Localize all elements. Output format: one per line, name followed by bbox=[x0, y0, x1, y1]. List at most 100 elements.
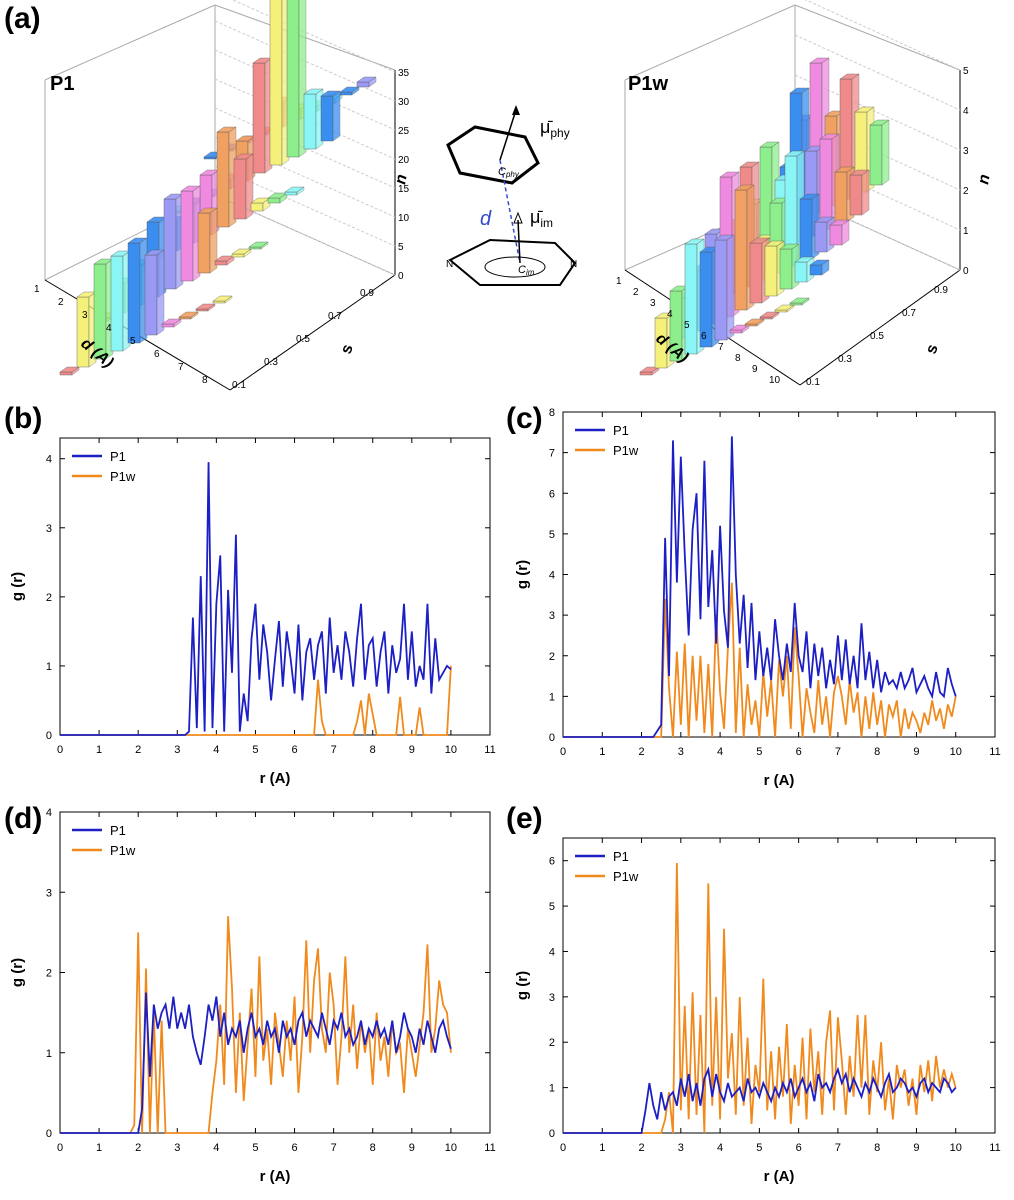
x-tick-label: 0 bbox=[560, 1142, 566, 1154]
imidazolium-ring bbox=[448, 238, 577, 286]
n1-label: N bbox=[446, 259, 453, 270]
bar3d bbox=[269, 0, 290, 166]
bar3d bbox=[127, 237, 148, 344]
bar3d bbox=[195, 303, 216, 312]
x-tick-label: 7 bbox=[835, 1142, 841, 1154]
x-tick-label: 4 bbox=[717, 746, 723, 758]
d-tick-label: 6 bbox=[701, 331, 707, 342]
x-tick-label: 4 bbox=[717, 1142, 723, 1154]
y-tick-label: 0 bbox=[549, 732, 555, 744]
x-tick-label: 0 bbox=[57, 744, 63, 756]
s-tick-label: 0.7 bbox=[902, 308, 916, 319]
y-tick-label: 1 bbox=[46, 1048, 52, 1060]
y-tick-label: 2 bbox=[549, 651, 555, 663]
y-axis-label: g (r) bbox=[9, 958, 26, 987]
z-tick-label: 15 bbox=[398, 184, 410, 195]
panel-label-a: (a) bbox=[4, 2, 41, 35]
y-tick-label: 3 bbox=[46, 887, 52, 899]
x-tick-label: 7 bbox=[331, 744, 337, 756]
bar3d bbox=[252, 57, 273, 174]
z-tick-label: 3 bbox=[963, 146, 969, 157]
mu-im-label: μ̄im bbox=[530, 207, 553, 230]
bar3d bbox=[744, 318, 765, 327]
x-tick-label: 4 bbox=[213, 1142, 219, 1154]
bar3d bbox=[180, 185, 201, 282]
bar3d bbox=[849, 169, 870, 216]
x-tick-label: 3 bbox=[678, 1142, 684, 1154]
y-tick-label: 6 bbox=[549, 856, 555, 868]
y-tick-label: 0 bbox=[46, 1128, 52, 1140]
legend-label-p1w: P1w bbox=[613, 869, 639, 884]
x-tick-label: 5 bbox=[252, 744, 258, 756]
bar3d bbox=[714, 234, 735, 341]
s-tick-label: 0.5 bbox=[296, 334, 310, 345]
z-tick-label: 30 bbox=[398, 97, 410, 108]
bar3d bbox=[248, 241, 269, 250]
plot-frame bbox=[562, 411, 996, 738]
s-tick-label: 0.7 bbox=[328, 311, 342, 322]
x-tick-label: 6 bbox=[291, 744, 297, 756]
x-tick-label: 10 bbox=[950, 746, 962, 758]
bar3d bbox=[339, 86, 360, 96]
p1w-title: P1w bbox=[628, 73, 668, 95]
line-chart-c: 0 1 2 3 4 5 6 7 8 9 10 11 0 1 2 3 4 5 6 7 8 r (A) g (r) P1 P1w bbox=[514, 407, 1001, 789]
x-tick-label: 5 bbox=[252, 1142, 258, 1154]
bar3d bbox=[163, 193, 184, 290]
y-tick-label: 0 bbox=[46, 730, 52, 742]
plot-frame bbox=[562, 837, 996, 1134]
z-tick-label: 25 bbox=[398, 126, 410, 137]
series-line-p1w bbox=[563, 862, 957, 1134]
p1-title: P1 bbox=[50, 73, 74, 95]
z-tick-label: 35 bbox=[398, 68, 410, 79]
x-axis-label: r (A) bbox=[764, 772, 795, 789]
line-chart-b: 0 1 2 3 4 5 6 7 8 9 10 11 0 1 2 3 4 r (A) g (r) P1 P1w bbox=[9, 437, 496, 787]
bar3d bbox=[639, 366, 660, 376]
x-tick-label: 9 bbox=[913, 1142, 919, 1154]
x-tick-label: 2 bbox=[638, 746, 644, 758]
d-tick-label: 6 bbox=[154, 349, 160, 360]
series-line-p1 bbox=[563, 436, 957, 738]
y-tick-label: 6 bbox=[549, 488, 555, 500]
x-tick-label: 7 bbox=[331, 1142, 337, 1154]
s-tick-label: 0.9 bbox=[934, 285, 948, 296]
bar3d bbox=[267, 192, 288, 204]
x-tick-label: 10 bbox=[445, 1142, 457, 1154]
x-tick-label: 5 bbox=[756, 1142, 762, 1154]
d-tick-label: 5 bbox=[684, 320, 690, 331]
z-tick-label: 1 bbox=[963, 226, 969, 237]
x-tick-label: 1 bbox=[96, 744, 102, 756]
bar3d bbox=[216, 126, 237, 228]
x-tick-label: 11 bbox=[484, 744, 495, 756]
bar3d bbox=[231, 248, 252, 258]
x-tick-label: 10 bbox=[950, 1142, 962, 1154]
d-tick-label: 9 bbox=[752, 364, 758, 375]
x-tick-label: 8 bbox=[874, 1142, 880, 1154]
z-tick-label: 4 bbox=[963, 106, 969, 117]
bar3d bbox=[789, 297, 810, 306]
y-tick-label: 2 bbox=[549, 1037, 555, 1049]
x-tick-label: 2 bbox=[638, 1142, 644, 1154]
bar3d bbox=[759, 311, 780, 320]
x-tick-label: 11 bbox=[484, 1142, 495, 1154]
mu-phy-arrow bbox=[499, 109, 517, 161]
series-line-p1w bbox=[563, 582, 957, 738]
y-tick-label: 4 bbox=[549, 946, 555, 958]
x-tick-label: 0 bbox=[560, 746, 566, 758]
x-tick-label: 1 bbox=[96, 1142, 102, 1154]
bar3d bbox=[829, 219, 850, 246]
bar3d bbox=[809, 259, 830, 276]
series-line-p1 bbox=[563, 1066, 957, 1134]
x-tick-label: 4 bbox=[213, 744, 219, 756]
d-tick-label: 4 bbox=[106, 323, 112, 334]
mu-phy-label: μ̄phy bbox=[540, 117, 570, 140]
phenol-ring bbox=[446, 125, 540, 185]
x-tick-label: 0 bbox=[57, 1142, 63, 1154]
d-tick-label: 1 bbox=[34, 284, 40, 295]
bar3d bbox=[197, 207, 218, 274]
s-tick-label: 0.1 bbox=[806, 377, 820, 388]
bar3d bbox=[286, 0, 307, 158]
x-tick-label: 2 bbox=[135, 1142, 141, 1154]
z-axis-label: n bbox=[975, 173, 993, 186]
z-tick-label: 10 bbox=[398, 213, 410, 224]
x-tick-label: 6 bbox=[796, 746, 802, 758]
